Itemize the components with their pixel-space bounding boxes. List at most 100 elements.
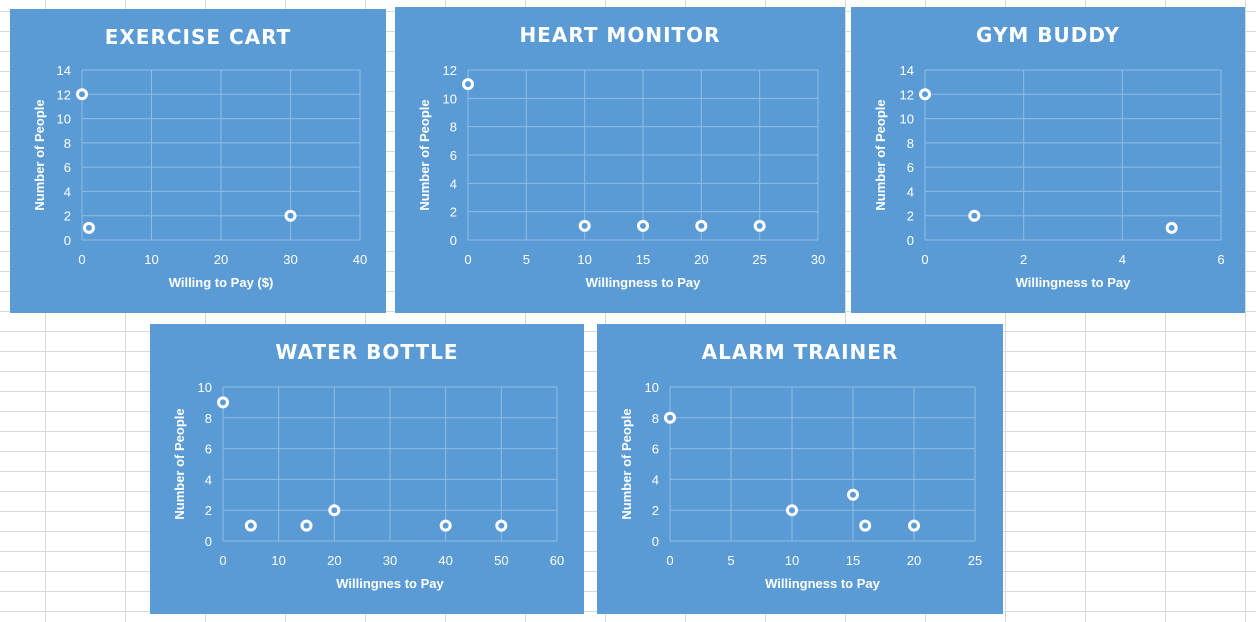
heart-monitor-x-tick-label: 25 (752, 252, 766, 267)
water-bottle-data-point (217, 396, 229, 409)
heart-monitor-y-tick-label: 12 (443, 63, 457, 78)
chart-panel-alarm-trainer: ALARM TRAINER 0 2 4 6 8 10 0 5 10 15 20 25 Willingnes… (597, 324, 1003, 614)
gym-buddy-y-tick-label: 6 (907, 160, 914, 175)
alarm-trainer-svg: ALARM TRAINER 0 2 4 6 8 10 0 5 10 15 20 25 Willingnes… (619, 340, 982, 591)
heart-monitor-title: HEART MONITOR (519, 23, 720, 47)
gym-buddy-svg: GYM BUDDY 0 2 4 6 8 10 12 14 0 2 4 6 Willingness to P… (873, 23, 1225, 290)
gym-buddy-data-point (919, 88, 931, 101)
exercise-cart-x-tick-label: 30 (283, 252, 297, 267)
gym-buddy-y-tick-label: 14 (900, 63, 914, 78)
gym-buddy-y-tick-label: 12 (900, 87, 914, 102)
water-bottle-y-tick-label: 8 (205, 411, 212, 426)
alarm-trainer-x-tick-label: 25 (968, 553, 982, 568)
heart-monitor-y-tick-label: 6 (450, 148, 457, 163)
heart-monitor-x-tick-label: 10 (577, 252, 591, 267)
heart-monitor-x-tick-label: 15 (636, 252, 650, 267)
exercise-cart-y-tick-label: 6 (64, 160, 71, 175)
alarm-trainer-x-tick-label: 5 (727, 553, 734, 568)
water-bottle-x-tick-label: 60 (550, 553, 564, 568)
heart-monitor-y-tick-label: 2 (450, 205, 457, 220)
alarm-trainer-y-tick-label: 8 (652, 411, 659, 426)
heart-monitor-x-tick-label: 30 (811, 252, 825, 267)
gym-buddy-y-tick-label: 8 (907, 136, 914, 151)
gym-buddy-x-tick-label: 4 (1119, 252, 1126, 267)
water-bottle-y-tick-label: 10 (198, 380, 212, 395)
water-bottle-y-tick-label: 0 (205, 534, 212, 549)
heart-monitor-x-tick-label: 0 (464, 252, 471, 267)
exercise-cart-svg: EXERCISE CART 0 2 4 6 8 10 12 14 0 10 20 30 40 Willing… (32, 25, 367, 290)
heart-monitor-y-tick-label: 0 (450, 233, 457, 248)
alarm-trainer-y-axis-title: Number of People (619, 408, 634, 519)
water-bottle-data-point (495, 519, 508, 532)
heart-monitor-y-axis-title: Number of People (417, 99, 432, 210)
water-bottle-data-point (300, 519, 313, 532)
gym-buddy-y-tick-label: 2 (907, 209, 914, 224)
heart-monitor-x-tick-label: 20 (694, 252, 708, 267)
heart-monitor-data-point (578, 219, 591, 232)
heart-monitor-data-point (695, 219, 708, 232)
water-bottle-y-tick-label: 6 (205, 442, 212, 457)
gym-buddy-y-tick-label: 4 (907, 184, 914, 199)
alarm-trainer-y-tick-label: 4 (652, 472, 659, 487)
exercise-cart-y-tick-label: 0 (64, 233, 71, 248)
exercise-cart-x-tick-label: 0 (78, 252, 85, 267)
gym-buddy-y-tick-label: 0 (907, 233, 914, 248)
chart-panel-heart-monitor: HEART MONITOR 0 2 4 6 8 10 12 0 5 10 15 20 25 30 Willin… (395, 7, 845, 313)
exercise-cart-y-axis-title: Number of People (32, 99, 47, 210)
alarm-trainer-data-point (847, 488, 859, 501)
alarm-trainer-data-point (786, 504, 798, 517)
water-bottle-svg: WATER BOTTLE 0 2 4 6 8 10 0 10 20 30 40 50 60 Willingn… (172, 340, 564, 591)
water-bottle-title: WATER BOTTLE (275, 340, 458, 364)
gym-buddy-data-point (968, 209, 981, 222)
exercise-cart-y-tick-label: 14 (57, 63, 71, 78)
water-bottle-data-point (439, 519, 452, 532)
chart-panel-exercise-cart: EXERCISE CART 0 2 4 6 8 10 12 14 0 10 20 30 40 Willing… (10, 9, 386, 313)
exercise-cart-x-tick-label: 10 (144, 252, 158, 267)
exercise-cart-y-tick-label: 10 (57, 112, 71, 127)
alarm-trainer-y-tick-label: 6 (652, 442, 659, 457)
heart-monitor-y-tick-label: 8 (450, 120, 457, 135)
water-bottle-x-tick-label: 0 (219, 553, 226, 568)
alarm-trainer-y-tick-label: 0 (652, 534, 659, 549)
water-bottle-x-tick-label: 30 (383, 553, 397, 568)
gym-buddy-data-point (1165, 221, 1178, 234)
gym-buddy-title: GYM BUDDY (976, 23, 1120, 47)
alarm-trainer-x-tick-label: 10 (785, 553, 799, 568)
heart-monitor-y-tick-label: 10 (443, 91, 457, 106)
gym-buddy-x-axis-title: Willingness to Pay (1016, 275, 1132, 290)
alarm-trainer-data-point (664, 411, 676, 424)
water-bottle-data-point (244, 519, 257, 532)
heart-monitor-svg: HEART MONITOR 0 2 4 6 8 10 12 0 5 10 15 20 25 30 Willin… (417, 23, 825, 290)
heart-monitor-x-tick-label: 5 (523, 252, 530, 267)
heart-monitor-data-point (637, 219, 649, 232)
alarm-trainer-x-tick-label: 15 (846, 553, 860, 568)
gym-buddy-x-tick-label: 2 (1020, 252, 1027, 267)
exercise-cart-data-point (82, 221, 95, 234)
exercise-cart-x-tick-label: 40 (353, 252, 367, 267)
alarm-trainer-x-tick-label: 20 (907, 553, 921, 568)
heart-monitor-data-point (462, 78, 474, 91)
water-bottle-x-tick-label: 10 (271, 553, 285, 568)
water-bottle-y-tick-label: 2 (205, 503, 212, 518)
gym-buddy-x-tick-label: 6 (1217, 252, 1224, 267)
exercise-cart-data-point (76, 88, 88, 101)
alarm-trainer-x-axis-title: Willingness to Pay (765, 576, 881, 591)
exercise-cart-data-point (284, 209, 297, 222)
exercise-cart-y-tick-label: 8 (64, 136, 71, 151)
heart-monitor-x-axis-title: Willingness to Pay (586, 275, 702, 290)
exercise-cart-x-axis-title: Willing to Pay ($) (169, 275, 274, 290)
alarm-trainer-y-tick-label: 10 (645, 380, 659, 395)
water-bottle-y-axis-title: Number of People (172, 408, 187, 519)
water-bottle-x-tick-label: 40 (438, 553, 452, 568)
gym-buddy-y-tick-label: 10 (900, 112, 914, 127)
heart-monitor-data-point (753, 219, 766, 232)
gym-buddy-y-axis-title: Number of People (873, 99, 888, 210)
chart-panel-water-bottle: WATER BOTTLE 0 2 4 6 8 10 0 10 20 30 40 50 60 Willingn… (150, 324, 584, 614)
exercise-cart-y-tick-label: 2 (64, 209, 71, 224)
water-bottle-y-tick-label: 4 (205, 472, 212, 487)
water-bottle-x-tick-label: 50 (494, 553, 508, 568)
water-bottle-x-tick-label: 20 (327, 553, 341, 568)
alarm-trainer-title: ALARM TRAINER (702, 340, 899, 364)
alarm-trainer-y-tick-label: 2 (652, 503, 659, 518)
alarm-trainer-data-point (859, 519, 872, 532)
